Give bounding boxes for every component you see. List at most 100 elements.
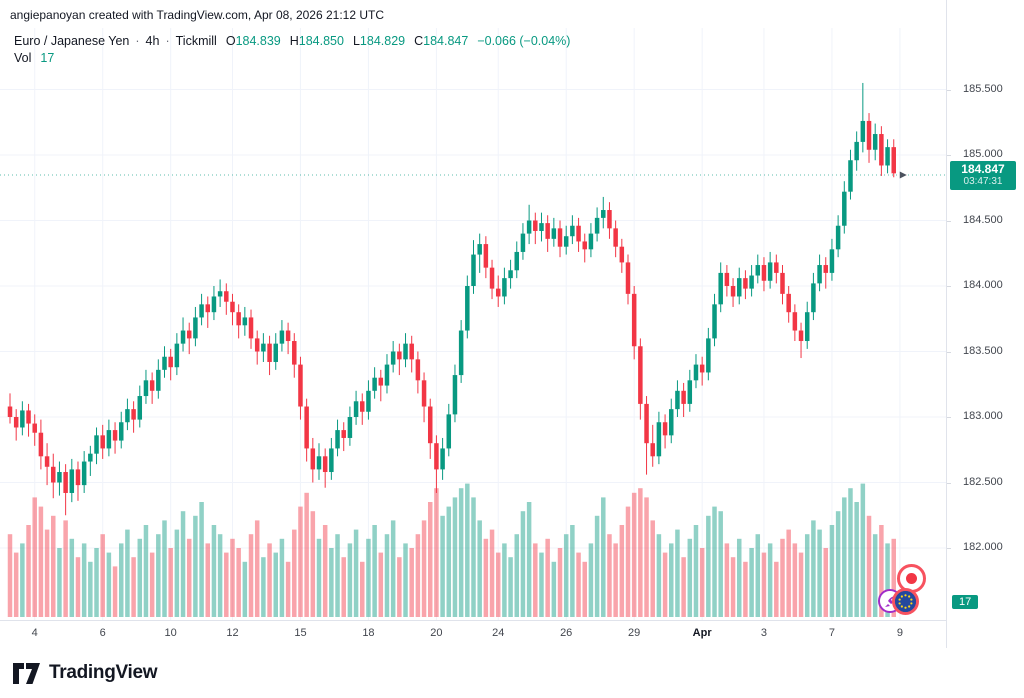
volume-bar <box>427 502 433 617</box>
volume-bar <box>347 543 353 617</box>
volume-bar <box>94 548 99 617</box>
candle <box>792 304 798 342</box>
price-tick-mark <box>947 89 951 91</box>
volume-bar <box>607 534 612 617</box>
volume-bar <box>434 488 439 617</box>
candle-body <box>112 430 118 441</box>
candle-body <box>32 423 37 433</box>
candle <box>335 419 340 457</box>
volume-bar <box>465 483 470 617</box>
candle <box>267 335 272 376</box>
time-tick-label: 3 <box>760 627 768 639</box>
volume-bar <box>20 543 25 617</box>
volume-bar <box>669 543 674 617</box>
candle-body <box>236 312 241 326</box>
volume-bar <box>761 552 767 617</box>
volume-bar <box>205 543 211 617</box>
candle <box>675 380 680 417</box>
candle-body <box>792 312 798 331</box>
candle <box>217 279 223 307</box>
candle-body <box>712 304 717 339</box>
candle <box>292 333 297 378</box>
candle-body <box>143 380 149 397</box>
candle <box>879 126 884 176</box>
volume-bar <box>675 529 680 617</box>
candle <box>848 149 853 200</box>
candle-body <box>205 304 211 313</box>
volume-bar <box>650 520 655 617</box>
volume-bar <box>254 520 260 617</box>
candle <box>440 437 445 480</box>
volume-bar <box>125 529 130 617</box>
candle-body <box>823 265 829 273</box>
volume-bar <box>217 534 223 617</box>
candle <box>872 123 878 161</box>
candle <box>32 414 37 446</box>
candle-body <box>508 270 513 279</box>
volume-bar <box>261 557 266 617</box>
time-tick-label: 9 <box>896 627 903 639</box>
candle-body <box>879 134 884 166</box>
candle <box>118 411 124 449</box>
symbol-title[interactable]: Euro / Japanese Yen <box>14 34 130 48</box>
volume-bar <box>471 497 476 617</box>
volume-bar <box>230 538 235 617</box>
volume-bar <box>656 534 662 617</box>
candle <box>415 351 421 394</box>
candle-body <box>520 233 526 252</box>
candle-body <box>75 469 81 486</box>
candle <box>860 82 866 153</box>
volume-bar <box>316 538 322 617</box>
time-axis[interactable]: 4 6 10 12 15 18 20 24 26 29 Apr 3 7 9 <box>0 620 946 648</box>
candle <box>502 267 507 305</box>
candle-body <box>891 147 896 174</box>
candle <box>341 422 346 452</box>
candle-body <box>230 301 235 313</box>
candle <box>180 317 186 352</box>
tradingview-logo[interactable]: TradingView <box>13 662 158 684</box>
volume-bar <box>69 538 75 617</box>
tradingview-logo-mark <box>13 662 40 684</box>
volume-bar <box>712 506 717 617</box>
volume-bar <box>662 552 668 617</box>
candle-body <box>316 456 322 470</box>
legend-volume-row[interactable]: Vol 17 <box>14 50 570 67</box>
candle <box>557 220 563 258</box>
candle-body <box>631 293 637 347</box>
price-axis[interactable]: 184.847 03:47:31 17 185.500 185.000 184.50… <box>946 0 1024 648</box>
volume-bar <box>879 525 884 617</box>
candle-body <box>842 191 847 226</box>
candle-body <box>292 341 297 365</box>
volume-bar <box>75 557 81 617</box>
volume-bar <box>631 492 637 617</box>
candle <box>533 212 538 245</box>
candle <box>489 259 495 300</box>
candle <box>891 139 896 178</box>
volume-bar <box>168 548 173 617</box>
eu-flag-event-icon[interactable] <box>892 588 919 615</box>
candle-body <box>168 356 173 368</box>
volume-bar <box>452 497 458 617</box>
volume-bar <box>242 561 248 617</box>
eu-flag-background <box>895 591 916 612</box>
volume-bar <box>224 552 229 617</box>
candle-body <box>94 435 99 454</box>
candle <box>378 369 384 402</box>
interval-label[interactable]: 4h <box>145 34 160 48</box>
candle-body <box>854 141 859 161</box>
candle <box>520 223 526 260</box>
volume-bar <box>458 488 464 617</box>
candle <box>607 202 612 239</box>
candle <box>638 338 643 420</box>
candlestick-chart[interactable] <box>0 0 946 648</box>
candle-body <box>563 236 569 247</box>
candle-body <box>446 414 452 449</box>
candle-body <box>409 343 414 360</box>
chart-plot-area[interactable] <box>0 0 946 648</box>
time-tick-label: 12 <box>226 627 239 639</box>
candle-body <box>471 254 476 286</box>
candle <box>69 458 75 503</box>
broker-label[interactable]: Tickmill <box>175 34 217 48</box>
volume-bar <box>736 538 742 617</box>
volume-bar <box>81 543 87 617</box>
